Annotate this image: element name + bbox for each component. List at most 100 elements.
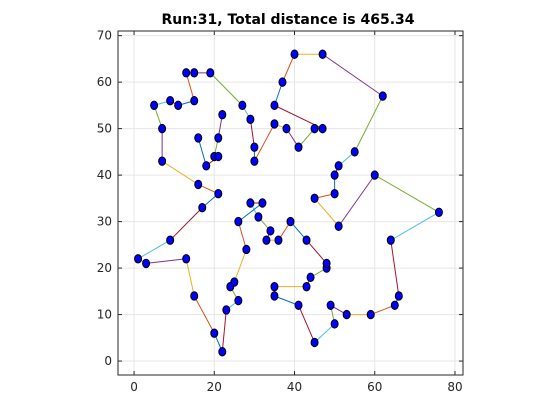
city-point (134, 254, 143, 264)
city-point (190, 68, 199, 78)
city-point (198, 202, 207, 213)
city-point (334, 221, 343, 231)
route-segment (209, 72, 243, 106)
city-point (262, 235, 271, 245)
y-tick-label: 0 (104, 354, 112, 368)
city-point (310, 123, 319, 134)
route-segment (322, 53, 384, 97)
y-tick-label: 30 (97, 215, 112, 229)
route-segment (306, 239, 327, 264)
city-point (378, 91, 387, 101)
route-segment (161, 160, 199, 185)
city-point (234, 216, 243, 227)
route-segment (221, 309, 227, 352)
chart-title: Run:31, Total distance is 465.34 (161, 12, 414, 28)
city-point (210, 328, 219, 338)
city-point (158, 123, 167, 134)
route-segment (338, 174, 376, 227)
route-segment (374, 174, 440, 213)
city-point (302, 235, 311, 245)
route-segment (253, 123, 275, 162)
route-segment (390, 240, 400, 297)
city-point (250, 142, 259, 152)
city-point (182, 254, 191, 264)
y-tick-label: 20 (97, 261, 112, 275)
route-segment (238, 202, 263, 222)
city-point (270, 100, 279, 111)
city-point (282, 123, 291, 134)
plot-area (117, 30, 464, 376)
route-segment (282, 54, 295, 83)
city-point (294, 142, 303, 152)
city-point (366, 309, 375, 320)
city-points (134, 49, 443, 357)
city-point (290, 49, 299, 59)
city-point (258, 198, 267, 208)
route-segment (185, 72, 195, 101)
city-point (202, 161, 211, 171)
city-point (294, 300, 303, 310)
city-point (318, 49, 327, 59)
x-tick-label: 60 (367, 380, 382, 394)
city-point (150, 100, 159, 111)
city-point (390, 300, 399, 310)
city-point (334, 161, 343, 171)
city-point (246, 198, 255, 208)
city-point (278, 77, 287, 87)
route-segment (298, 305, 316, 343)
city-point (318, 123, 327, 134)
route-segment (185, 258, 195, 297)
route-segment (146, 258, 187, 264)
route-segment (274, 295, 299, 306)
city-point (158, 156, 167, 166)
route-segment (169, 207, 203, 241)
city-point (326, 300, 335, 310)
route-segment (137, 239, 171, 260)
y-tick-label: 50 (97, 122, 112, 136)
route-segment (314, 198, 340, 227)
city-point (194, 179, 203, 190)
x-tick-label: 20 (207, 380, 222, 394)
x-tick-label: 0 (130, 380, 138, 394)
city-point (386, 235, 395, 245)
city-point (342, 309, 351, 320)
city-point (310, 337, 319, 348)
city-point (286, 216, 295, 227)
city-point (394, 291, 403, 301)
city-point (246, 114, 255, 125)
city-point (330, 189, 339, 199)
city-point (174, 100, 183, 111)
city-point (266, 226, 275, 236)
city-point (310, 193, 319, 204)
city-point (218, 347, 227, 357)
route-segment (197, 137, 207, 166)
route-segment (390, 211, 440, 241)
city-point (370, 170, 379, 180)
city-point (222, 305, 231, 315)
route-segment (237, 221, 247, 250)
city-point (242, 244, 251, 255)
city-point (142, 258, 151, 269)
route-segment (370, 304, 395, 316)
city-point (214, 189, 223, 199)
city-point (194, 133, 203, 143)
city-point (182, 68, 191, 78)
city-point (166, 96, 175, 106)
route-segment (314, 323, 335, 343)
y-tick-label: 70 (97, 29, 112, 43)
city-point (190, 96, 199, 106)
x-tick-label: 40 (287, 380, 302, 394)
city-point (270, 291, 279, 301)
y-tick-label: 40 (97, 168, 112, 182)
city-point (206, 68, 215, 78)
city-point (270, 119, 279, 129)
city-point (234, 295, 243, 306)
x-tick-label: 80 (447, 380, 462, 394)
city-point (274, 235, 283, 245)
city-point (226, 281, 235, 292)
city-point (322, 258, 331, 269)
city-point (270, 281, 279, 292)
city-point (302, 281, 311, 292)
axis-ticks: 0 20 40 60 80 0 10 20 30 40 50 60 70 (97, 29, 463, 394)
